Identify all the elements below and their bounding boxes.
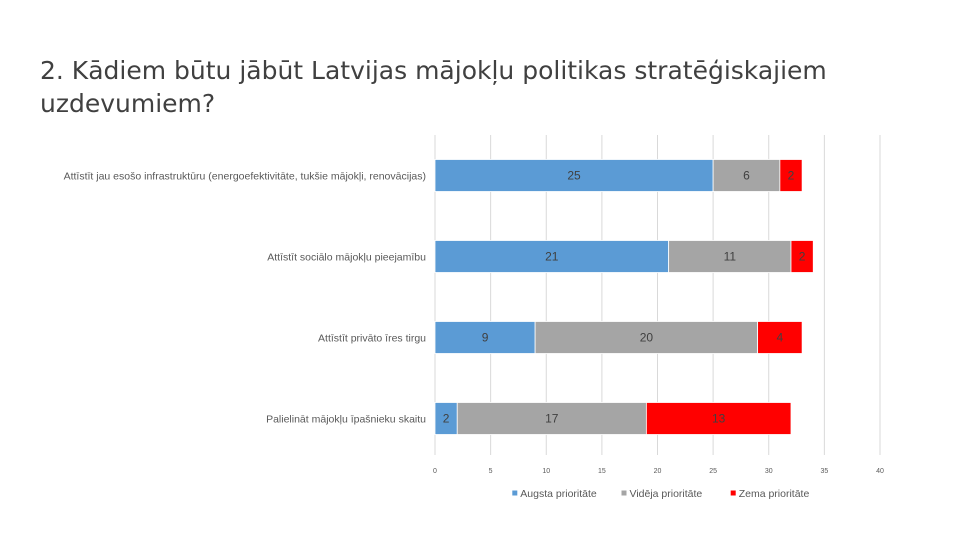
bar-segment (434, 240, 670, 273)
bar-segment (645, 402, 792, 435)
x-tick-label: 40 (876, 468, 884, 475)
x-tick-label: 15 (598, 468, 606, 475)
x-tick-label: 35 (820, 468, 828, 475)
legend: Augsta prioritāte Vidēja prioritāte Zema p… (512, 488, 809, 500)
data-label: 6 (743, 169, 750, 183)
bar-segment (757, 321, 803, 354)
legend-label: Augsta prioritāte (520, 488, 597, 500)
data-label: 11 (724, 250, 737, 264)
x-tick-label: 5 (489, 468, 493, 475)
data-label: 20 (640, 331, 654, 345)
data-label: 13 (712, 412, 726, 426)
legend-swatch (512, 490, 518, 496)
data-label: 25 (567, 169, 581, 183)
data-label: 2 (788, 169, 795, 183)
category-label: Attīstīt sociālo mājokļu pieejamību (267, 252, 426, 264)
bar-segment (668, 240, 792, 273)
bar-segment (434, 159, 714, 192)
bar-segment (434, 321, 536, 354)
bar-segment (779, 159, 803, 192)
legend-swatch (621, 490, 627, 496)
bar-segment (534, 321, 759, 354)
legend-label: Zema prioritāte (739, 488, 810, 500)
x-axis-ticks: 0 5 10 15 20 25 30 35 40 (433, 468, 884, 475)
x-tick-label: 0 (433, 468, 437, 475)
bar-segment (790, 240, 814, 273)
x-tick-label: 30 (765, 468, 773, 475)
data-label: 2 (443, 412, 450, 426)
category-label: Attīstīt privāto īres tirgu (318, 333, 426, 345)
legend-label: Vidēja prioritāte (630, 488, 703, 500)
data-label: 4 (777, 331, 784, 345)
legend-swatch (730, 490, 736, 496)
data-labels: 25 6 2 21 11 2 9 20 4 2 17 13 (443, 169, 806, 426)
category-label: Palielināt mājokļu īpašnieku skaitu (266, 414, 426, 426)
x-tick-label: 20 (654, 468, 662, 475)
x-tick-label: 25 (709, 468, 717, 475)
data-label: 21 (545, 250, 559, 264)
page-title: 2. Kādiem būtu jābūt Latvijas mājokļu po… (40, 56, 827, 118)
x-tick-label: 10 (542, 468, 550, 475)
bars (434, 159, 814, 435)
category-labels: Attīstīt jau esošo infrastruktūru (energ… (64, 171, 427, 426)
data-label: 2 (799, 250, 806, 264)
data-label: 17 (545, 412, 559, 426)
data-label: 9 (482, 331, 489, 345)
category-label: Attīstīt jau esošo infrastruktūru (energ… (64, 171, 426, 183)
bar-segment (456, 402, 647, 435)
